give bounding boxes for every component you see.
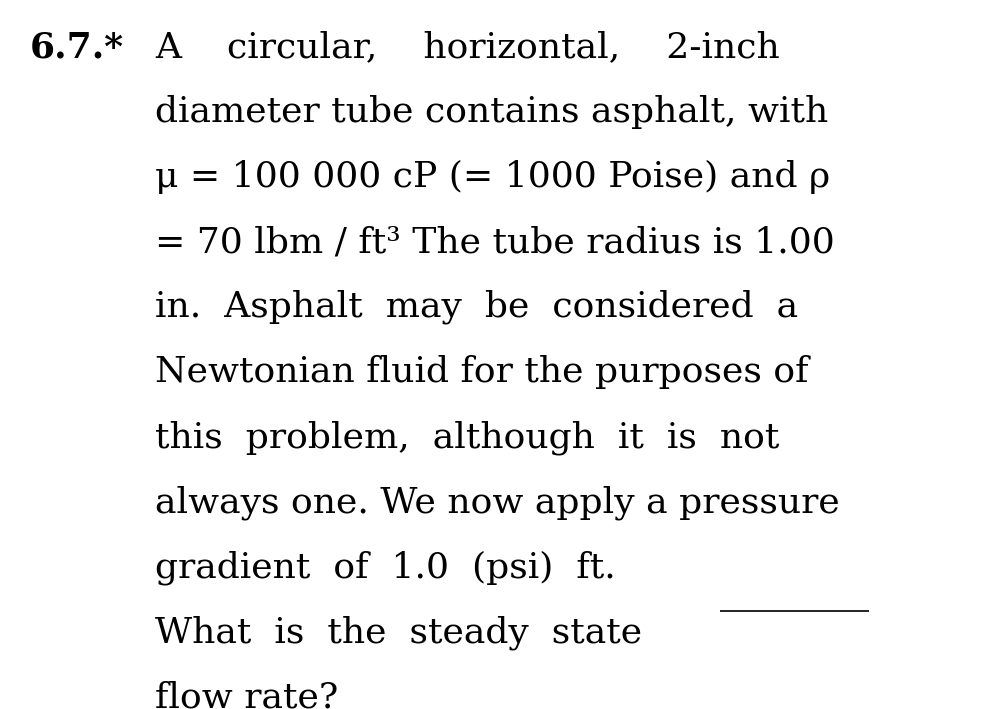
Text: diameter tube contains asphalt, with: diameter tube contains asphalt, with [155, 95, 828, 129]
Text: Newtonian fluid for the purposes of: Newtonian fluid for the purposes of [155, 355, 808, 389]
Text: flow rate?: flow rate? [155, 680, 339, 709]
Text: = 70 lbm / ft³ The tube radius is 1.00: = 70 lbm / ft³ The tube radius is 1.00 [155, 225, 835, 259]
Text: 6.7.*: 6.7.* [30, 30, 124, 64]
Text: A    circular,    horizontal,    2-inch: A circular, horizontal, 2-inch [155, 30, 780, 64]
Text: μ = 100 000 cP (= 1000 Poise) and ρ: μ = 100 000 cP (= 1000 Poise) and ρ [155, 160, 830, 194]
Text: this  problem,  although  it  is  not: this problem, although it is not [155, 420, 780, 454]
Text: in.  Asphalt  may  be  considered  a: in. Asphalt may be considered a [155, 290, 798, 325]
Text: always one. We now apply a pressure: always one. We now apply a pressure [155, 485, 840, 520]
Text: gradient  of  1.0  (psi)  ft.: gradient of 1.0 (psi) ft. [155, 550, 616, 584]
Text: What  is  the  steady  state: What is the steady state [155, 615, 642, 649]
